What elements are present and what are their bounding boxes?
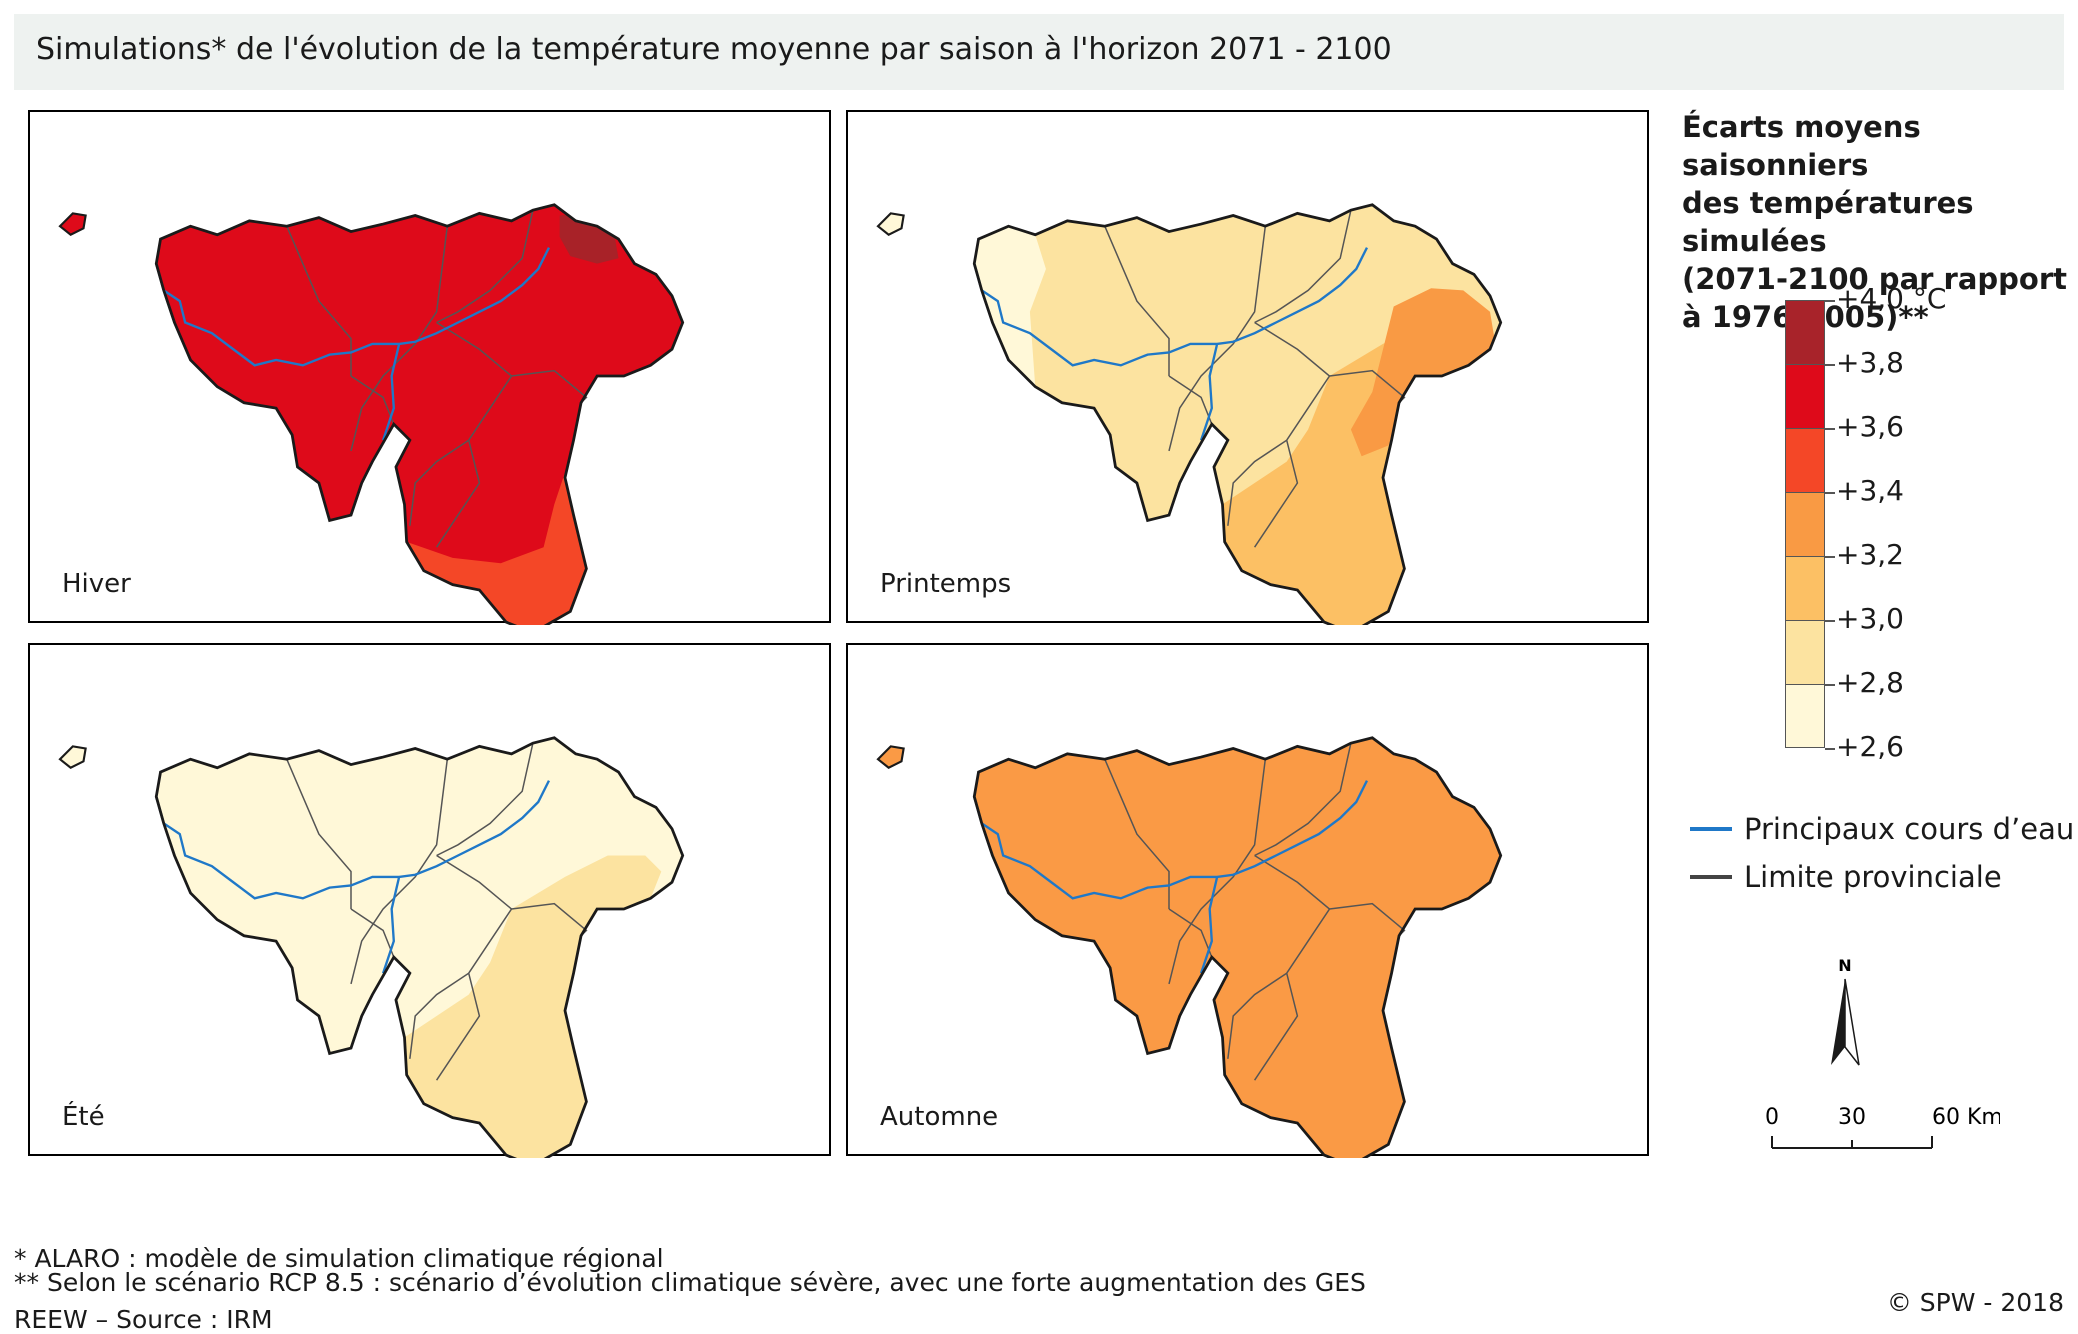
legend-swatch-4 (1785, 556, 1825, 620)
province-boundary-1 (1168, 759, 1267, 985)
boundary-line-sample (1690, 875, 1732, 879)
map-panel-spring: Printemps (846, 110, 1649, 625)
north-arrow-icon: N (1831, 956, 1860, 1066)
legend-tick-mark-1 (1825, 364, 1835, 366)
province-boundary-2 (1254, 742, 1352, 857)
legend-swatch-3 (1785, 492, 1825, 556)
province-boundary-4 (1227, 854, 1331, 1059)
province-boundary-6 (435, 440, 481, 548)
legend-tick-mark-2 (1825, 428, 1835, 430)
islet-fill (876, 212, 905, 237)
province-boundary-1 (350, 226, 449, 452)
region-outline (972, 203, 1503, 625)
legend-tick-mark-5 (1825, 620, 1835, 622)
spring-map (876, 203, 1503, 625)
map-panel-winter: Hiver (28, 110, 831, 625)
province-boundary-4 (409, 854, 513, 1059)
copyright-credit: © SPW - 2018 (1886, 1288, 2064, 1317)
season-label-spring: Printemps (880, 569, 1012, 599)
legend-tick-label-0: +4,0 °C (1836, 282, 1947, 315)
legend-tick-label-4: +3,2 (1836, 538, 1904, 571)
river-line (973, 247, 1369, 441)
map-panel-summer: Été (28, 643, 831, 1158)
province-boundary-4 (409, 321, 513, 526)
scale-tick-60: 60 Km (1932, 1105, 2000, 1130)
province-boundary-0 (286, 225, 352, 377)
legend-boundary: Limite provinciale (1690, 860, 2002, 894)
scale-tick-0: 0 (1765, 1105, 1779, 1130)
legend-swatch-1 (1785, 364, 1825, 428)
river-line (973, 780, 1369, 974)
province-boundary-4 (1227, 321, 1331, 526)
legend-swatch-0 (1785, 300, 1825, 364)
legend-tick-mark-0 (1825, 300, 1835, 302)
season-label-autumn: Automne (880, 1102, 999, 1132)
province-boundary-6 (435, 973, 481, 1081)
temperature-zone-2 (1350, 288, 1496, 457)
province-boundary-1 (350, 759, 449, 985)
scale-bar: 0 30 60 Km (1765, 1105, 2000, 1149)
color-scale (1785, 300, 1825, 748)
river-line-sample (1690, 827, 1732, 831)
province-boundary-0 (286, 758, 352, 910)
legend-boundary-label: Limite provinciale (1744, 860, 2002, 894)
temperature-zone-0 (404, 855, 662, 1158)
province-boundary-6 (1253, 973, 1299, 1081)
legend-tick-label-5: +3,0 (1836, 602, 1904, 635)
legend-title: Écarts moyens saisonniers des températur… (1682, 110, 2068, 334)
legend-tick-mark-3 (1825, 492, 1835, 494)
legend-tick-mark-6 (1825, 684, 1835, 686)
region-fill (974, 737, 1501, 1158)
legend-swatch-5 (1785, 620, 1825, 684)
region-outline (154, 736, 685, 1158)
region-outline (154, 203, 685, 625)
scale-tick-30: 30 (1838, 1105, 1866, 1130)
legend-swatch-6 (1785, 684, 1825, 748)
title-bar: Simulations* de l'évolution de la tempér… (14, 14, 2064, 90)
province-boundary-1 (1168, 226, 1267, 452)
temperature-zone-1 (406, 472, 587, 625)
legend-tick-label-6: +2,8 (1836, 666, 1904, 699)
province-boundary-0 (1104, 225, 1170, 377)
province-boundary-0 (1104, 758, 1170, 910)
legend-tick-label-3: +3,4 (1836, 474, 1904, 507)
river-line (155, 247, 551, 441)
legend-tick-mark-4 (1825, 556, 1835, 558)
islet-fill (58, 212, 87, 237)
temperature-zone-0 (974, 226, 1046, 387)
north-label: N (1838, 956, 1851, 975)
season-label-winter: Hiver (62, 569, 131, 599)
legend-rivers: Principaux cours d’eau (1690, 812, 2074, 846)
islet-fill (58, 745, 87, 770)
footnote-alaro: * ALARO : modèle de simulation climatiqu… (14, 1244, 664, 1273)
province-boundary-2 (436, 742, 534, 857)
river-line (155, 780, 551, 974)
temperature-zone-1 (1222, 322, 1480, 625)
legend-swatch-2 (1785, 428, 1825, 492)
province-boundary-2 (436, 209, 534, 324)
footnote-rcp: ** Selon le scénario RCP 8.5 : scénario … (14, 1268, 1366, 1297)
season-label-summer: Été (62, 1102, 105, 1132)
autumn-map (876, 736, 1503, 1158)
map-title: Simulations* de l'évolution de la tempér… (36, 32, 1392, 67)
islet-fill (876, 745, 905, 770)
map-panel-autumn: Automne (846, 643, 1649, 1158)
legend-tick-label-2: +3,6 (1836, 410, 1904, 443)
province-boundary-6 (1253, 440, 1299, 548)
legend-tick-label-7: +2,6 (1836, 730, 1904, 763)
footnote-source: REEW – Source : IRM (14, 1305, 273, 1334)
summer-map (58, 736, 685, 1158)
province-boundary-2 (1254, 209, 1352, 324)
winter-map (58, 203, 685, 625)
legend-tick-mark-7 (1825, 748, 1835, 750)
legend-rivers-label: Principaux cours d’eau (1744, 812, 2075, 846)
legend-tick-label-1: +3,8 (1836, 346, 1904, 379)
region-outline (972, 736, 1503, 1158)
